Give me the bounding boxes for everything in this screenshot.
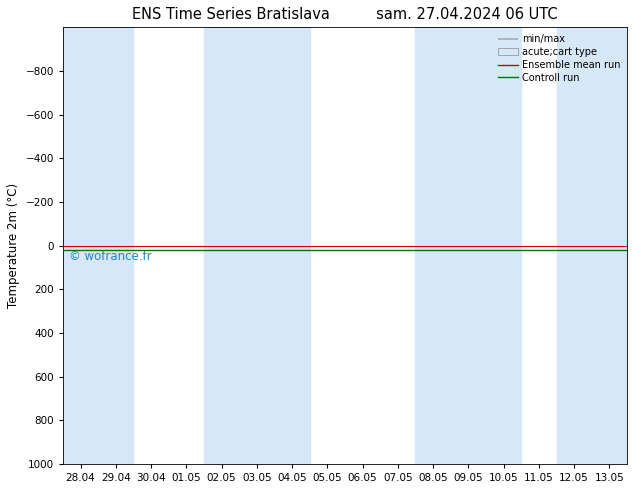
Bar	[63, 27, 133, 464]
Legend: min/max, acute;cart type, Ensemble mean run, Controll run: min/max, acute;cart type, Ensemble mean …	[495, 30, 624, 87]
Bar	[204, 27, 310, 464]
Title: ENS Time Series Bratislava          sam. 27.04.2024 06 UTC: ENS Time Series Bratislava sam. 27.04.20…	[132, 7, 558, 22]
Bar	[415, 27, 521, 464]
Y-axis label: Temperature 2m (°C): Temperature 2m (°C)	[7, 183, 20, 308]
Bar	[557, 27, 627, 464]
Text: © wofrance.fr: © wofrance.fr	[68, 250, 151, 263]
